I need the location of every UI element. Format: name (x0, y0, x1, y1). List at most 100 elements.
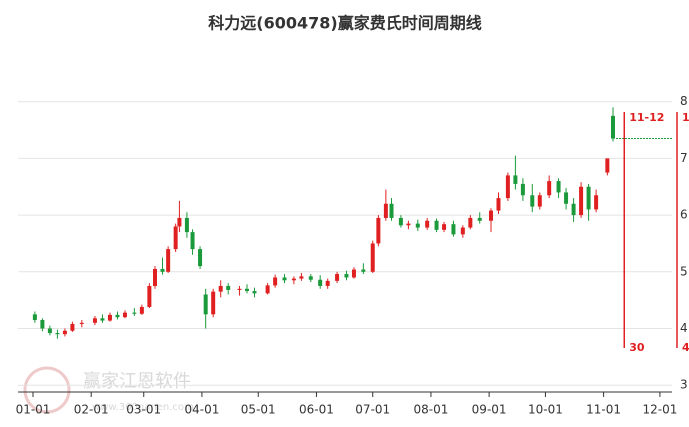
candle-body (147, 285, 152, 307)
x-tick-label: 05-01 (241, 403, 276, 417)
x-tick-label: 10-01 (528, 403, 563, 417)
candle-body (530, 195, 535, 207)
candle-body (173, 226, 178, 250)
candle-body (62, 330, 67, 335)
x-tick-label: 03-01 (126, 403, 161, 417)
candle-body (605, 158, 610, 173)
watermark-logo (23, 366, 71, 414)
candle-body (496, 198, 501, 211)
y-tick-label: 4 (680, 321, 688, 335)
candle-body (203, 294, 208, 315)
candle-body (211, 291, 216, 315)
candle-body (460, 227, 465, 235)
candle-body (299, 276, 304, 279)
y-tick-label: 7 (680, 151, 688, 165)
candle-body (451, 224, 456, 235)
candle-body (291, 278, 296, 281)
y-tick-label: 6 (680, 208, 688, 222)
candle-body (92, 318, 97, 323)
y-tick-label: 5 (680, 264, 688, 278)
candle-body (442, 224, 447, 230)
candle-body (273, 277, 278, 286)
candle-body (153, 268, 158, 286)
x-tick-label: 02-01 (74, 403, 109, 417)
candle-body (389, 203, 394, 218)
candle-body (434, 220, 439, 230)
candle-body (79, 322, 84, 324)
x-tick-label: 09-01 (472, 403, 507, 417)
candle-body (488, 210, 493, 221)
candle-body (398, 217, 403, 226)
candle-body (415, 223, 420, 228)
candle-body (571, 203, 576, 216)
candle-body (198, 249, 203, 267)
candle-body (547, 181, 552, 196)
watermark-text: 赢家江恩软件 (83, 370, 191, 392)
candle-body (308, 276, 313, 280)
candle-body (406, 223, 411, 226)
candle-body (190, 232, 195, 250)
candle-body (160, 268, 165, 272)
candle-body (468, 217, 473, 228)
x-tick-label: 11-01 (586, 403, 621, 417)
candle-body (370, 243, 375, 272)
candle-body (318, 279, 323, 286)
candle-body (610, 115, 615, 139)
cycle-bottom-label: 4 (682, 341, 689, 354)
watermark: 赢家江恩软件 www.360ganen.com (23, 366, 194, 414)
candle-body (520, 183, 525, 196)
candle-body (47, 328, 52, 334)
candle-body (579, 186, 584, 216)
candle-body (226, 285, 231, 290)
candle-body (325, 280, 330, 286)
candle-body (265, 285, 270, 294)
candle-body (184, 217, 189, 233)
candle-body (115, 314, 120, 318)
candle-body (218, 285, 223, 292)
candle-body (122, 312, 127, 318)
candle-body (564, 192, 569, 204)
x-tick-label: 08-01 (413, 403, 448, 417)
candle-body (556, 181, 561, 193)
y-tick-label: 3 (680, 378, 688, 392)
x-tick-label: 06-01 (299, 403, 334, 417)
candle-body (244, 288, 249, 292)
x-tick-label: 12-01 (642, 403, 677, 417)
candle-body (335, 274, 340, 281)
candle-body (477, 217, 482, 221)
chart-title: 科力远(600478)赢家费氏时间周期线 (208, 14, 481, 33)
candle-body (594, 195, 599, 210)
x-tick-label: 04-01 (184, 403, 219, 417)
candle-body (383, 203, 388, 218)
cycle-bottom-label: 30 (629, 341, 645, 354)
candle-body (107, 314, 112, 321)
candle-body (166, 249, 171, 272)
candle-body (100, 318, 105, 321)
candle-body (132, 312, 137, 314)
cycle-top-label: 1 (682, 111, 689, 124)
watermark-url: www.360ganen.com (92, 402, 194, 413)
candle-body (537, 195, 542, 207)
x-tick-label: 01-01 (16, 403, 51, 417)
x-tick-label: 07-01 (355, 403, 390, 417)
candle-body (252, 291, 257, 294)
candle-body (376, 217, 381, 244)
candle-body (237, 288, 242, 290)
candle-body (70, 323, 75, 331)
candle-body (55, 333, 60, 335)
candle-body (351, 269, 356, 278)
candle-body (513, 175, 518, 184)
candle-body (361, 269, 366, 272)
cycle-top-label: 11-12 (629, 111, 664, 124)
candle-body (344, 274, 349, 278)
candle-body (425, 220, 430, 228)
candle-body (177, 217, 182, 227)
y-tick-label: 8 (680, 94, 688, 108)
candle-body (586, 186, 591, 210)
candle-body (40, 319, 45, 329)
candle-body (282, 277, 287, 281)
candle-body (32, 314, 37, 320)
candle-body (139, 306, 144, 314)
candle-body (505, 175, 510, 199)
